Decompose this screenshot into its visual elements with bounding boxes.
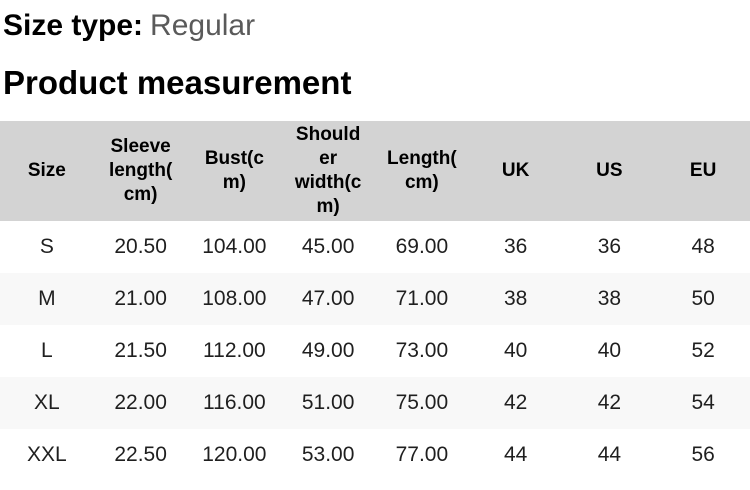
cell-bust: 112.00 bbox=[203, 339, 266, 362]
cell-us: 44 bbox=[597, 443, 622, 466]
cell-shoulder-width: 47.00 bbox=[301, 287, 355, 310]
cell-uk: 42 bbox=[503, 391, 528, 414]
cell-length: 75.00 bbox=[395, 391, 449, 414]
cell-us: 42 bbox=[597, 391, 622, 414]
cell-sleeve-length: 22.50 bbox=[114, 443, 167, 466]
cell-length: 77.00 bbox=[395, 443, 449, 466]
table-row-l: L 21.50 112.00 49.00 73.00 40 40 52 bbox=[0, 325, 750, 377]
cell-size: XXL bbox=[27, 443, 67, 466]
col-header-bust: Bust(c m) bbox=[204, 148, 264, 193]
col-header-us: US bbox=[596, 160, 623, 181]
cell-shoulder-width: 45.00 bbox=[301, 235, 355, 258]
cell-sleeve-length: 20.50 bbox=[114, 235, 167, 258]
cell-eu: 54 bbox=[691, 391, 715, 414]
size-type-value: Regular bbox=[150, 9, 256, 42]
cell-eu: 48 bbox=[691, 235, 715, 258]
cell-uk: 44 bbox=[503, 443, 528, 466]
size-chart-page: Size type: Regular Product measurement Si… bbox=[0, 8, 750, 481]
cell-uk: 40 bbox=[503, 339, 528, 362]
col-header-eu: EU bbox=[689, 160, 717, 181]
table-row-m: M 21.00 108.00 47.00 71.00 38 38 50 bbox=[0, 273, 750, 325]
table-row-s: S 20.50 104.00 45.00 69.00 36 36 48 bbox=[0, 221, 750, 273]
cell-bust: 104.00 bbox=[202, 235, 267, 258]
cell-length: 71.00 bbox=[395, 287, 449, 310]
table-row-xl: XL 22.00 116.00 51.00 75.00 42 42 54 bbox=[0, 377, 750, 429]
cell-uk: 38 bbox=[503, 287, 528, 310]
col-header-length: Length( cm) bbox=[387, 148, 457, 193]
cell-shoulder-width: 51.00 bbox=[301, 391, 355, 414]
cell-sleeve-length: 22.00 bbox=[114, 391, 167, 414]
cell-shoulder-width: 49.00 bbox=[301, 339, 355, 362]
section-title: Product measurement bbox=[3, 64, 352, 101]
measurement-table: Size Sleeve length( cm) Bust(c m) Should… bbox=[0, 121, 750, 481]
cell-size: M bbox=[38, 287, 56, 310]
cell-us: 38 bbox=[597, 287, 622, 310]
size-type-label: Size type: bbox=[3, 9, 144, 42]
cell-eu: 56 bbox=[691, 443, 715, 466]
size-type-row: Size type: Regular bbox=[3, 8, 750, 44]
table-header-row: Size Sleeve length( cm) Bust(c m) Should… bbox=[0, 121, 750, 221]
cell-eu: 52 bbox=[691, 339, 715, 362]
cell-bust: 120.00 bbox=[202, 443, 267, 466]
col-header-size: Size bbox=[27, 160, 66, 181]
cell-bust: 116.00 bbox=[203, 391, 266, 414]
col-header-uk: UK bbox=[501, 160, 530, 181]
cell-size: XL bbox=[34, 391, 60, 414]
cell-size: S bbox=[39, 235, 54, 258]
cell-sleeve-length: 21.00 bbox=[114, 287, 167, 310]
cell-size: L bbox=[41, 339, 53, 362]
cell-length: 69.00 bbox=[395, 235, 449, 258]
col-header-sleeve-length: Sleeve length( cm) bbox=[108, 136, 173, 205]
cell-us: 36 bbox=[597, 235, 622, 258]
table-row-xxl: XXL 22.50 120.00 53.00 77.00 44 44 56 bbox=[0, 429, 750, 481]
col-header-shoulder-width: Should er width(c m) bbox=[294, 124, 362, 217]
cell-length: 73.00 bbox=[395, 339, 449, 362]
cell-us: 40 bbox=[597, 339, 622, 362]
cell-eu: 50 bbox=[691, 287, 715, 310]
cell-uk: 36 bbox=[503, 235, 528, 258]
cell-shoulder-width: 53.00 bbox=[301, 443, 355, 466]
cell-sleeve-length: 21.50 bbox=[114, 339, 167, 362]
cell-bust: 108.00 bbox=[202, 287, 267, 310]
